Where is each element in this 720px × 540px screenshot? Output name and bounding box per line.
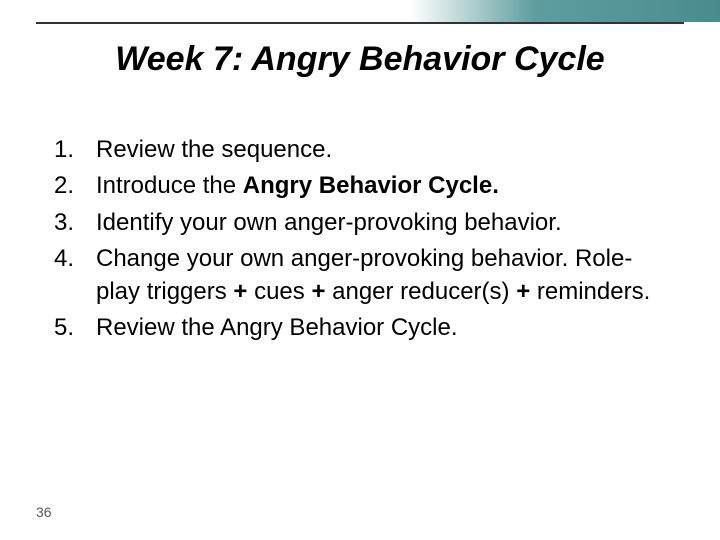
ordered-list: 1.Review the sequence.2.Introduce the An…	[54, 134, 666, 348]
top-accent-bar	[0, 0, 720, 22]
list-number: 4.	[54, 243, 96, 308]
body-text: cues	[247, 278, 311, 305]
list-text: Change your own anger-provoking behavior…	[96, 243, 666, 308]
body-text: Identify your own anger-provoking behavi…	[96, 209, 562, 236]
list-item: 4.Change your own anger-provoking behavi…	[54, 243, 666, 308]
bold-text: Angry Behavior Cycle.	[243, 172, 499, 199]
body-text: anger reducer(s)	[325, 278, 516, 305]
body-text: Review the sequence.	[96, 136, 332, 163]
slide-title: Week 7: Angry Behavior Cycle	[0, 40, 720, 79]
list-text: Review the sequence.	[96, 134, 666, 166]
list-item: 1.Review the sequence.	[54, 134, 666, 166]
bold-text: +	[233, 278, 247, 305]
list-number: 3.	[54, 207, 96, 239]
list-item: 5.Review the Angry Behavior Cycle.	[54, 312, 666, 344]
top-gradient	[410, 0, 720, 22]
list-text: Review the Angry Behavior Cycle.	[96, 312, 666, 344]
page-number: 36	[36, 504, 52, 520]
list-number: 2.	[54, 170, 96, 202]
list-item: 3.Identify your own anger-provoking beha…	[54, 207, 666, 239]
bold-text: +	[311, 278, 325, 305]
body-text: reminders.	[530, 278, 650, 305]
list-number: 1.	[54, 134, 96, 166]
top-divider-line	[36, 22, 684, 24]
list-text: Identify your own anger-provoking behavi…	[96, 207, 666, 239]
list-text: Introduce the Angry Behavior Cycle.	[96, 170, 666, 202]
list-item: 2.Introduce the Angry Behavior Cycle.	[54, 170, 666, 202]
list-number: 5.	[54, 312, 96, 344]
body-text: Introduce the	[96, 172, 243, 199]
bold-text: +	[516, 278, 530, 305]
body-text: Review the Angry Behavior Cycle.	[96, 314, 458, 341]
